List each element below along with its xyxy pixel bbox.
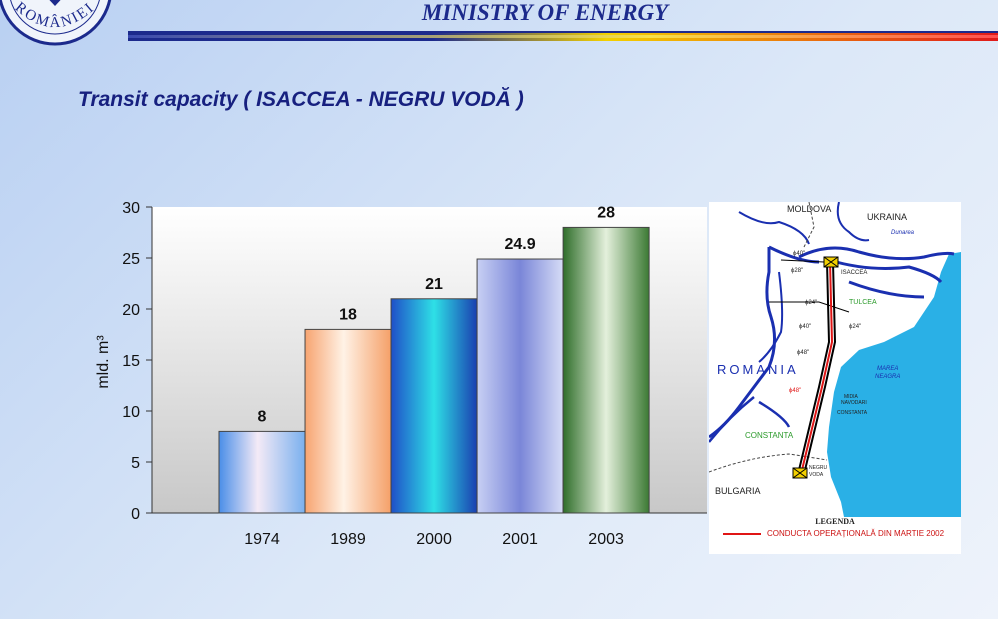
bar-value-label: 21 [425, 276, 443, 293]
danube-river [798, 246, 955, 299]
map-label-midia: MIDIA [844, 394, 859, 400]
map-label-negru: NEGRU [809, 465, 827, 471]
bar-value-label: 28 [597, 204, 615, 221]
y-tick-label: 20 [122, 302, 140, 319]
map-label-diameter: ϕ28" [791, 268, 803, 274]
map-label-marea: MAREA [877, 366, 898, 372]
map-label-tulcea: TULCEA [849, 299, 877, 306]
map-label-moldova: MOLDOVA [787, 204, 831, 214]
map-label-isaccea: ISACCEA [841, 270, 867, 276]
map-label-romania: ROMANIA [717, 362, 799, 377]
map-label-dunarea: Dunarea [891, 230, 915, 236]
map-label-neagra: NEAGRA [875, 374, 900, 380]
y-tick-label: 30 [122, 200, 140, 217]
map-label-ukraina: UKRAINA [867, 212, 907, 222]
legend-pipeline-label: CONDUCTA OPERAȚIONALĂ DIN MARTIE 2002 [767, 529, 945, 538]
ministry-seal-logo: ROMÂNIEI [0, 0, 112, 46]
map-label-diameter: ϕ24" [849, 324, 861, 330]
map-label-bulgaria: BULGARIA [715, 486, 761, 496]
bar-value-label: 24.9 [505, 236, 536, 253]
map-label-voda: VODA [809, 472, 824, 478]
black-sea-area [827, 252, 961, 517]
bar-2003 [562, 226, 650, 514]
pipeline-map: MOLDOVA UKRAINA Dunarea ISACCEA TULCEA R… [708, 201, 961, 554]
y-tick-label: 0 [131, 506, 140, 523]
y-tick-label: 5 [131, 455, 140, 472]
legend-pipeline-line [723, 532, 761, 535]
bar-2001 [476, 258, 564, 514]
map-label-navodari: NAVODARI [841, 400, 867, 406]
map-label-diameter: ϕ48" [789, 388, 801, 394]
header-title: MINISTRY OF ENERGY [421, 0, 669, 25]
bar-2000 [390, 298, 478, 514]
y-tick-label: 10 [122, 404, 140, 421]
y-axis-label: mld. m³ [95, 335, 112, 389]
map-label-diameter: ϕ48" [797, 350, 809, 356]
bar-value-label: 8 [258, 408, 267, 425]
x-tick-label: 1989 [330, 531, 366, 548]
map-legend-item: CONDUCTA OPERAȚIONALĂ DIN MARTIE 2002 [723, 529, 944, 538]
bar-value-label: 18 [339, 306, 357, 323]
x-tick-label: 2000 [416, 531, 452, 548]
map-label-diameter: ϕ40" [793, 251, 805, 257]
y-tick-label: 15 [122, 353, 140, 370]
map-label-constanta-region: CONSTANTA [745, 431, 794, 440]
y-tick-label: 25 [122, 251, 140, 268]
map-label-diameter: ϕ40" [799, 324, 811, 330]
bar-1989 [304, 328, 392, 514]
map-label-diameter: ϕ24" [805, 300, 817, 306]
bar-1974 [218, 430, 306, 514]
x-tick-label: 2003 [588, 531, 624, 548]
map-legend-title: LEGENDA [815, 517, 855, 526]
header-divider [128, 31, 998, 41]
x-tick-label: 2001 [502, 531, 538, 548]
map-label-constanta-city: CONSTANTA [837, 410, 868, 416]
map-drawing: MOLDOVA UKRAINA Dunarea ISACCEA TULCEA R… [708, 201, 961, 517]
x-tick-label: 1974 [244, 531, 280, 548]
page-subtitle: Transit capacity ( ISACCEA - NEGRU VODĂ … [78, 88, 524, 111]
